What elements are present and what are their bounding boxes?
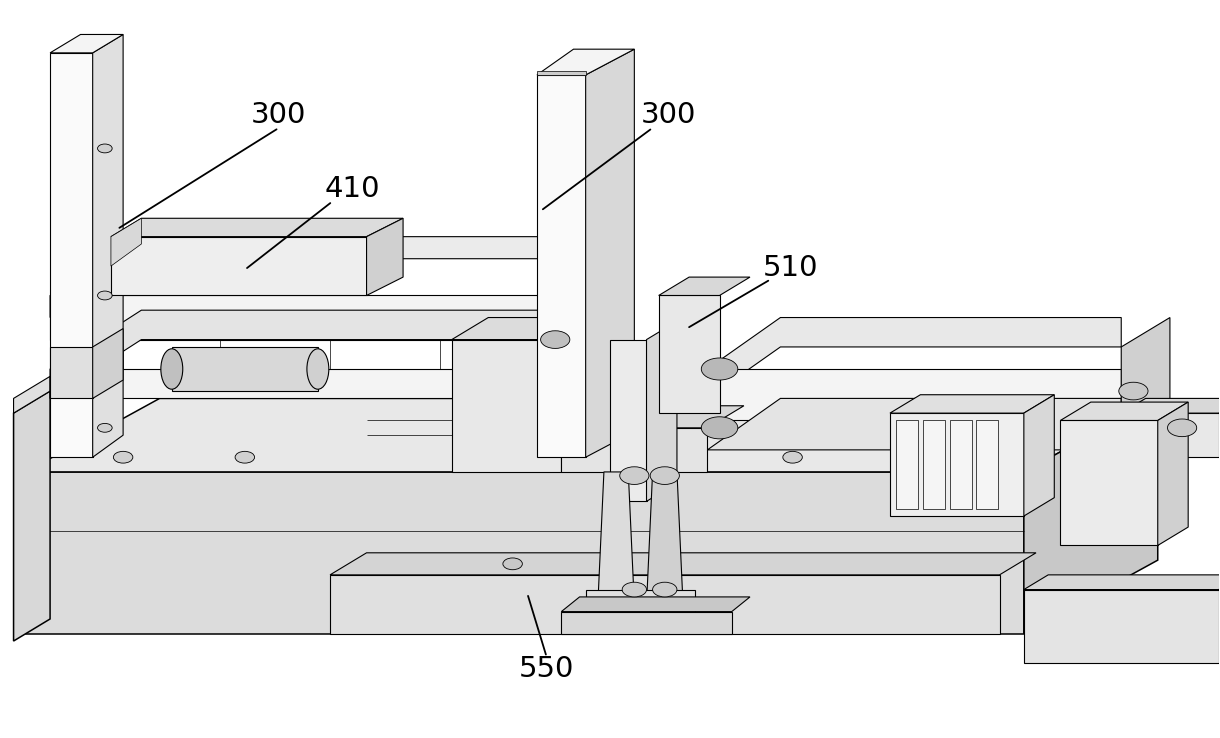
Circle shape xyxy=(783,452,803,463)
Circle shape xyxy=(904,452,924,463)
Polygon shape xyxy=(976,421,998,508)
Polygon shape xyxy=(13,376,50,413)
Polygon shape xyxy=(1024,575,1220,590)
Polygon shape xyxy=(561,428,708,472)
Circle shape xyxy=(235,452,255,463)
Polygon shape xyxy=(647,321,677,501)
Text: 410: 410 xyxy=(325,175,379,203)
Polygon shape xyxy=(561,406,744,428)
Polygon shape xyxy=(50,53,93,458)
Circle shape xyxy=(98,424,112,432)
Polygon shape xyxy=(895,421,917,508)
Polygon shape xyxy=(1121,413,1219,458)
Polygon shape xyxy=(586,590,695,619)
Ellipse shape xyxy=(161,349,183,389)
Circle shape xyxy=(503,558,522,570)
Polygon shape xyxy=(1060,402,1188,421)
Polygon shape xyxy=(537,49,634,75)
Polygon shape xyxy=(537,75,586,458)
Polygon shape xyxy=(451,339,561,472)
Polygon shape xyxy=(561,597,750,612)
Circle shape xyxy=(620,466,649,484)
Polygon shape xyxy=(1121,317,1170,450)
Polygon shape xyxy=(50,35,123,53)
Polygon shape xyxy=(708,399,1121,450)
Polygon shape xyxy=(1158,402,1188,545)
Polygon shape xyxy=(610,339,647,501)
Circle shape xyxy=(98,144,112,153)
Polygon shape xyxy=(1060,421,1158,545)
Polygon shape xyxy=(331,575,999,634)
Polygon shape xyxy=(708,369,1121,421)
Polygon shape xyxy=(451,317,598,339)
Circle shape xyxy=(702,358,738,380)
Polygon shape xyxy=(50,369,561,399)
Circle shape xyxy=(1168,419,1197,437)
Polygon shape xyxy=(586,49,634,458)
Text: 510: 510 xyxy=(762,254,817,281)
Ellipse shape xyxy=(307,349,329,389)
Polygon shape xyxy=(111,218,142,266)
Polygon shape xyxy=(949,421,971,508)
Polygon shape xyxy=(172,347,318,391)
Polygon shape xyxy=(93,35,123,458)
Circle shape xyxy=(113,452,133,463)
Polygon shape xyxy=(111,237,366,295)
Polygon shape xyxy=(659,277,750,295)
Polygon shape xyxy=(111,218,403,237)
Text: 300: 300 xyxy=(251,101,306,129)
Polygon shape xyxy=(647,472,683,604)
Polygon shape xyxy=(13,391,50,641)
Circle shape xyxy=(1119,382,1148,400)
Polygon shape xyxy=(50,295,561,339)
Polygon shape xyxy=(598,472,634,604)
Polygon shape xyxy=(922,421,944,508)
Polygon shape xyxy=(331,553,1036,575)
Text: 550: 550 xyxy=(518,655,575,683)
Polygon shape xyxy=(50,347,93,399)
Polygon shape xyxy=(26,399,1158,472)
Polygon shape xyxy=(366,218,403,295)
Circle shape xyxy=(702,417,738,439)
Polygon shape xyxy=(50,310,561,399)
Circle shape xyxy=(653,582,677,597)
Polygon shape xyxy=(659,295,720,413)
Polygon shape xyxy=(561,612,732,634)
Polygon shape xyxy=(93,328,123,399)
Polygon shape xyxy=(537,72,586,75)
Polygon shape xyxy=(889,395,1054,413)
Polygon shape xyxy=(1024,590,1219,663)
Circle shape xyxy=(622,582,647,597)
Text: 300: 300 xyxy=(640,101,697,129)
Circle shape xyxy=(540,331,570,348)
Polygon shape xyxy=(1024,395,1054,516)
Circle shape xyxy=(98,291,112,300)
Circle shape xyxy=(650,466,680,484)
Polygon shape xyxy=(889,413,1024,516)
Polygon shape xyxy=(1121,399,1220,413)
Polygon shape xyxy=(1024,399,1158,634)
Polygon shape xyxy=(708,317,1121,399)
Polygon shape xyxy=(26,472,1024,634)
Polygon shape xyxy=(50,237,561,317)
